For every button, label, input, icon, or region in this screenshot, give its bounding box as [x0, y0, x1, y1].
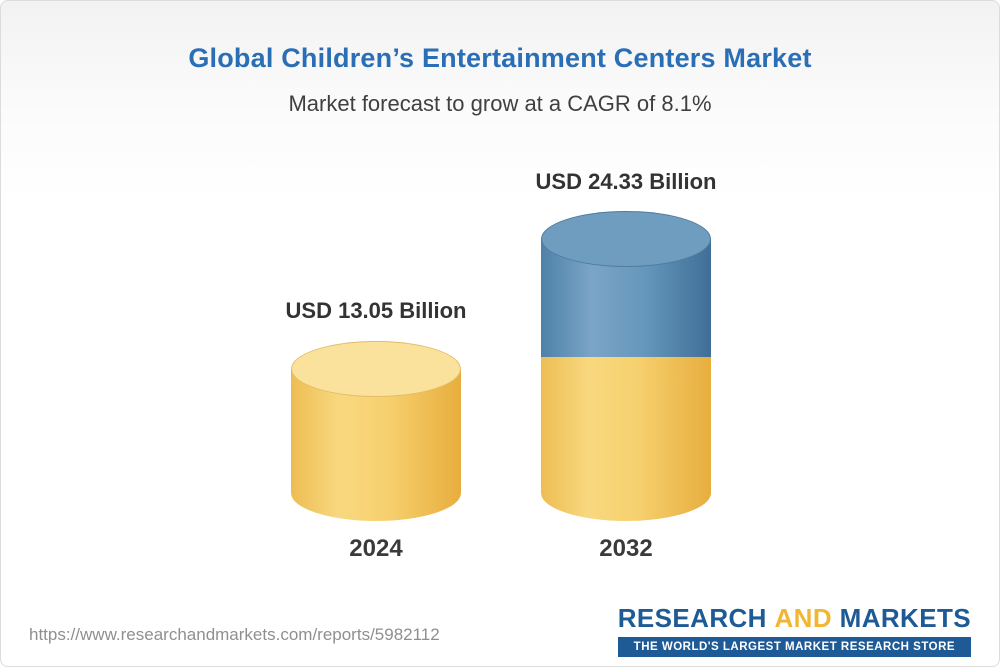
logo-tagline: THE WORLD'S LARGEST MARKET RESEARCH STOR… [617, 637, 971, 657]
bar-2032-top-ellipse [541, 211, 711, 267]
logo-word-and: AND [774, 603, 833, 633]
value-label-2032: USD 24.33 Billion [535, 169, 717, 194]
category-label-2032: 2032 [599, 535, 653, 562]
logo-word-research: RESEARCH [617, 603, 767, 633]
value-label-2024: USD 13.05 Billion [285, 298, 467, 323]
page-subtitle: Market forecast to grow at a CAGR of 8.1… [288, 91, 712, 116]
research-and-markets-logo: RESEARCH AND MARKETS THE WORLD'S LARGEST… [617, 603, 971, 657]
bar-2024-top-ellipse [291, 341, 461, 397]
bar-2032-base-segment [541, 356, 711, 521]
bar-2024 [291, 341, 461, 521]
category-label-2024: 2024 [349, 535, 403, 562]
bar-2032 [541, 211, 711, 521]
logo-word-markets: MARKETS [839, 603, 971, 633]
logo-wordmark: RESEARCH AND MARKETS [618, 603, 971, 634]
report-url-link[interactable]: https://www.researchandmarkets.com/repor… [29, 625, 440, 644]
page-title: Global Children’s Entertainment Centers … [188, 43, 812, 73]
